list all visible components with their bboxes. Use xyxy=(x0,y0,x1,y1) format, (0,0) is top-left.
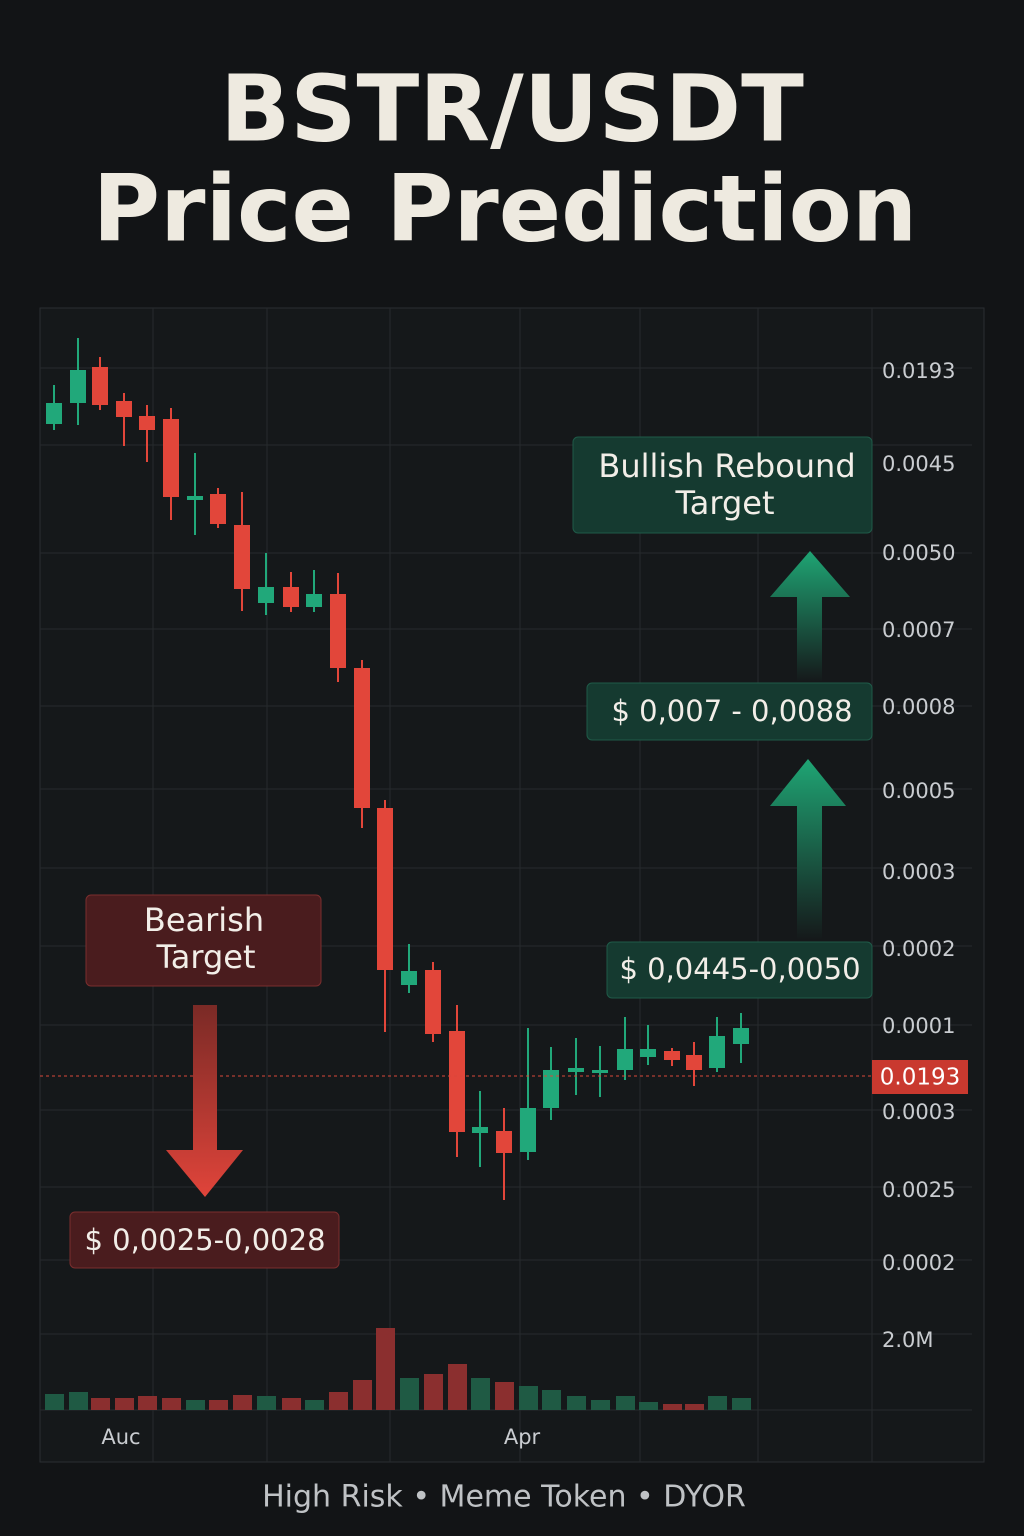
candle-body xyxy=(709,1036,725,1068)
volume-bar xyxy=(685,1404,704,1410)
bearish-box xyxy=(85,894,322,987)
title-line: Price Prediction xyxy=(93,155,918,262)
price-tag xyxy=(872,1060,968,1094)
candle-body xyxy=(330,594,346,668)
candle-body xyxy=(449,1031,465,1132)
volume-bar xyxy=(162,1398,181,1410)
candle-body xyxy=(640,1049,656,1057)
bullish-arrow xyxy=(770,759,846,940)
candle-body xyxy=(377,808,393,970)
candle-body xyxy=(401,971,417,985)
volume-bar xyxy=(305,1400,324,1410)
y-label: 0.0005 xyxy=(882,779,955,803)
volume-bar xyxy=(376,1328,395,1410)
volume-bar xyxy=(329,1392,348,1410)
candle-body xyxy=(258,587,274,603)
volume-bar xyxy=(353,1380,372,1410)
candle-body xyxy=(163,419,179,497)
bullish-box xyxy=(572,436,873,534)
volume-bar xyxy=(616,1396,635,1410)
y-label: 0.0025 xyxy=(882,1178,955,1202)
candle-body xyxy=(306,594,322,607)
bearish-title: Target xyxy=(156,938,256,976)
candle-body xyxy=(283,587,299,607)
volume-bar xyxy=(233,1395,252,1410)
volume-label: 2.0M xyxy=(882,1328,934,1352)
footer: High Risk • Meme Token • DYOR xyxy=(262,1480,746,1515)
volume-bar xyxy=(138,1396,157,1410)
x-label: Apr xyxy=(504,1425,541,1449)
bullish-title: Target xyxy=(675,484,775,522)
y-labels: 0.0193 0.0045 0.0050 0.0007 0.0008 0.0005 0.00… xyxy=(882,359,955,1275)
volume-bar xyxy=(567,1396,586,1410)
volume-bar xyxy=(732,1398,751,1410)
bearish-range: $ 0,0025-0,0028 xyxy=(84,1223,325,1257)
candle-body xyxy=(617,1049,633,1070)
volume-bar xyxy=(663,1404,682,1410)
volume-bar xyxy=(542,1390,561,1410)
y-label: 0.0007 xyxy=(882,618,955,642)
y-label: 0.0002 xyxy=(882,937,955,961)
volume-bar xyxy=(209,1400,228,1410)
y-label: 0.0003 xyxy=(882,860,955,884)
candle-body xyxy=(664,1051,680,1060)
volume-bar xyxy=(69,1392,88,1410)
volume-bar xyxy=(115,1398,134,1410)
candle-body xyxy=(92,367,108,405)
x-label: Auc xyxy=(101,1425,140,1449)
candle-body xyxy=(496,1131,512,1153)
bullish-range: $ 0,007 - 0,0088 xyxy=(611,694,852,728)
y-label: 0.0008 xyxy=(882,695,955,719)
candle-body xyxy=(520,1108,536,1152)
candle-body xyxy=(472,1127,488,1133)
candle-body xyxy=(234,525,250,589)
candle-body xyxy=(46,403,62,424)
volume-bar xyxy=(282,1398,301,1410)
y-label: 0.0001 xyxy=(882,1014,955,1038)
volume-bar xyxy=(424,1374,443,1410)
candle-body xyxy=(354,668,370,808)
bullish-arrow xyxy=(770,551,850,682)
price-tag-text: 0.0193 xyxy=(880,1065,960,1091)
y-label: 0.0193 xyxy=(882,359,955,383)
candle-body xyxy=(592,1070,608,1073)
volume-bar xyxy=(471,1378,490,1410)
volume-bar xyxy=(45,1394,64,1410)
candle-body xyxy=(733,1028,749,1044)
volume-bar xyxy=(708,1396,727,1410)
bullish-range-box xyxy=(606,941,873,999)
volume-bar xyxy=(495,1382,514,1410)
candle-body xyxy=(210,494,226,524)
volume xyxy=(45,1328,751,1410)
candles xyxy=(46,338,749,1200)
bearish-arrow xyxy=(166,1005,243,1197)
volume-bar xyxy=(519,1386,538,1410)
candle-body xyxy=(187,496,203,500)
candle-body xyxy=(116,401,132,417)
bullish-range: $ 0,0445-0,0050 xyxy=(619,952,860,986)
volume-bar xyxy=(257,1396,276,1410)
volume-bar xyxy=(639,1402,658,1410)
bullish-title: Bullish Rebound xyxy=(598,447,855,485)
bearish-title: Bearish xyxy=(144,901,264,939)
y-label: 0.0045 xyxy=(882,452,955,476)
candle-body xyxy=(543,1070,559,1108)
volume-bar xyxy=(591,1400,610,1410)
candle-body xyxy=(568,1068,584,1072)
volume-bar xyxy=(400,1378,419,1410)
bearish-range-box xyxy=(69,1211,340,1269)
candle-body xyxy=(139,416,155,430)
y-label: 0.0050 xyxy=(882,541,955,565)
y-label: 0.0003 xyxy=(882,1100,955,1124)
y-label: 0.0002 xyxy=(882,1251,955,1275)
title-line: BSTR/USDT xyxy=(220,55,804,162)
volume-bar xyxy=(448,1364,467,1410)
volume-bar xyxy=(91,1398,110,1410)
volume-bar xyxy=(186,1400,205,1410)
candle-body xyxy=(686,1055,702,1070)
candle-body xyxy=(70,370,86,403)
candle-body xyxy=(425,970,441,1034)
bullish-range-box xyxy=(586,682,873,741)
